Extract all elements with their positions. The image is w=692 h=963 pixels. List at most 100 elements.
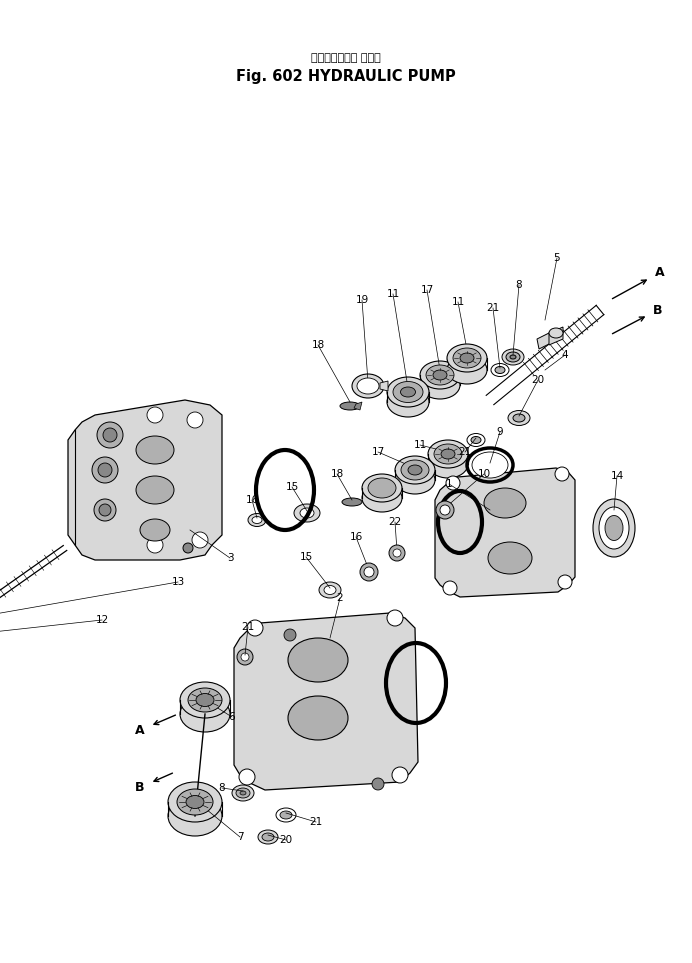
- Text: B: B: [653, 303, 663, 317]
- Text: Fig. 602 HYDRAULIC PUMP: Fig. 602 HYDRAULIC PUMP: [236, 68, 456, 84]
- Text: 16: 16: [246, 495, 259, 505]
- Circle shape: [183, 543, 193, 553]
- Ellipse shape: [288, 696, 348, 740]
- Ellipse shape: [408, 465, 422, 475]
- Text: 8: 8: [219, 783, 226, 793]
- Text: 4: 4: [562, 350, 568, 360]
- Ellipse shape: [288, 638, 348, 682]
- Ellipse shape: [168, 796, 222, 836]
- Ellipse shape: [362, 484, 402, 512]
- Circle shape: [98, 463, 112, 477]
- Circle shape: [555, 467, 569, 481]
- Circle shape: [436, 501, 454, 519]
- Ellipse shape: [196, 693, 214, 707]
- Ellipse shape: [248, 513, 266, 527]
- Ellipse shape: [180, 682, 230, 718]
- Text: 20: 20: [531, 375, 545, 385]
- Polygon shape: [380, 381, 388, 391]
- Text: A: A: [135, 723, 145, 737]
- Ellipse shape: [232, 785, 254, 801]
- Text: 12: 12: [95, 615, 109, 625]
- Text: 2: 2: [337, 593, 343, 603]
- Text: 21: 21: [486, 303, 500, 313]
- Text: 11: 11: [386, 289, 399, 299]
- Ellipse shape: [188, 688, 222, 712]
- Ellipse shape: [471, 436, 481, 444]
- Ellipse shape: [262, 833, 274, 841]
- Circle shape: [103, 428, 117, 442]
- Ellipse shape: [393, 381, 423, 403]
- Circle shape: [360, 563, 378, 581]
- Ellipse shape: [433, 370, 447, 380]
- Text: 22: 22: [388, 517, 401, 527]
- Ellipse shape: [357, 378, 379, 394]
- Ellipse shape: [426, 365, 454, 385]
- Ellipse shape: [508, 410, 530, 426]
- Ellipse shape: [472, 452, 508, 478]
- Ellipse shape: [324, 586, 336, 594]
- Polygon shape: [68, 400, 222, 560]
- Text: 21: 21: [242, 622, 255, 632]
- Text: 3: 3: [227, 553, 233, 563]
- Ellipse shape: [387, 377, 429, 407]
- Ellipse shape: [340, 402, 360, 410]
- Ellipse shape: [362, 474, 402, 502]
- Text: 8: 8: [516, 280, 522, 290]
- Ellipse shape: [502, 349, 524, 365]
- Circle shape: [237, 649, 253, 665]
- Text: 11: 11: [413, 440, 427, 450]
- Circle shape: [393, 549, 401, 557]
- Circle shape: [192, 532, 208, 548]
- Text: 18: 18: [330, 469, 344, 479]
- Circle shape: [372, 778, 384, 790]
- Ellipse shape: [495, 367, 505, 374]
- Circle shape: [94, 499, 116, 521]
- Circle shape: [247, 620, 263, 636]
- Ellipse shape: [453, 348, 481, 368]
- Polygon shape: [354, 402, 362, 410]
- Ellipse shape: [136, 436, 174, 464]
- Circle shape: [392, 767, 408, 783]
- Text: ハイドロリック ポンプ: ハイドロリック ポンプ: [311, 53, 381, 63]
- Ellipse shape: [140, 519, 170, 541]
- Ellipse shape: [420, 371, 460, 399]
- Circle shape: [239, 769, 255, 785]
- Circle shape: [387, 610, 403, 626]
- Ellipse shape: [368, 478, 396, 498]
- Ellipse shape: [276, 808, 296, 822]
- Circle shape: [440, 505, 450, 515]
- Ellipse shape: [252, 516, 262, 524]
- Circle shape: [99, 504, 111, 516]
- Ellipse shape: [387, 387, 429, 417]
- Ellipse shape: [605, 515, 623, 540]
- Circle shape: [284, 629, 296, 641]
- Ellipse shape: [506, 352, 520, 362]
- Ellipse shape: [180, 696, 230, 732]
- Text: 13: 13: [172, 577, 185, 587]
- Ellipse shape: [395, 466, 435, 494]
- Ellipse shape: [240, 791, 246, 795]
- Ellipse shape: [460, 353, 474, 363]
- Ellipse shape: [441, 449, 455, 459]
- Ellipse shape: [420, 361, 460, 389]
- Text: 21: 21: [309, 817, 322, 827]
- Circle shape: [443, 581, 457, 595]
- Text: 16: 16: [349, 532, 363, 542]
- Polygon shape: [435, 468, 575, 597]
- Text: 18: 18: [311, 340, 325, 350]
- Ellipse shape: [447, 356, 487, 384]
- Text: 19: 19: [356, 295, 369, 305]
- Ellipse shape: [513, 414, 525, 422]
- Ellipse shape: [258, 830, 278, 844]
- Ellipse shape: [319, 582, 341, 598]
- Polygon shape: [234, 613, 418, 790]
- Text: 20: 20: [280, 835, 293, 845]
- Text: A: A: [655, 266, 665, 278]
- Polygon shape: [549, 327, 563, 345]
- Ellipse shape: [168, 782, 222, 822]
- Text: 14: 14: [610, 471, 623, 481]
- Text: 9: 9: [497, 427, 503, 437]
- Ellipse shape: [491, 363, 509, 377]
- Ellipse shape: [294, 504, 320, 522]
- Ellipse shape: [510, 355, 516, 359]
